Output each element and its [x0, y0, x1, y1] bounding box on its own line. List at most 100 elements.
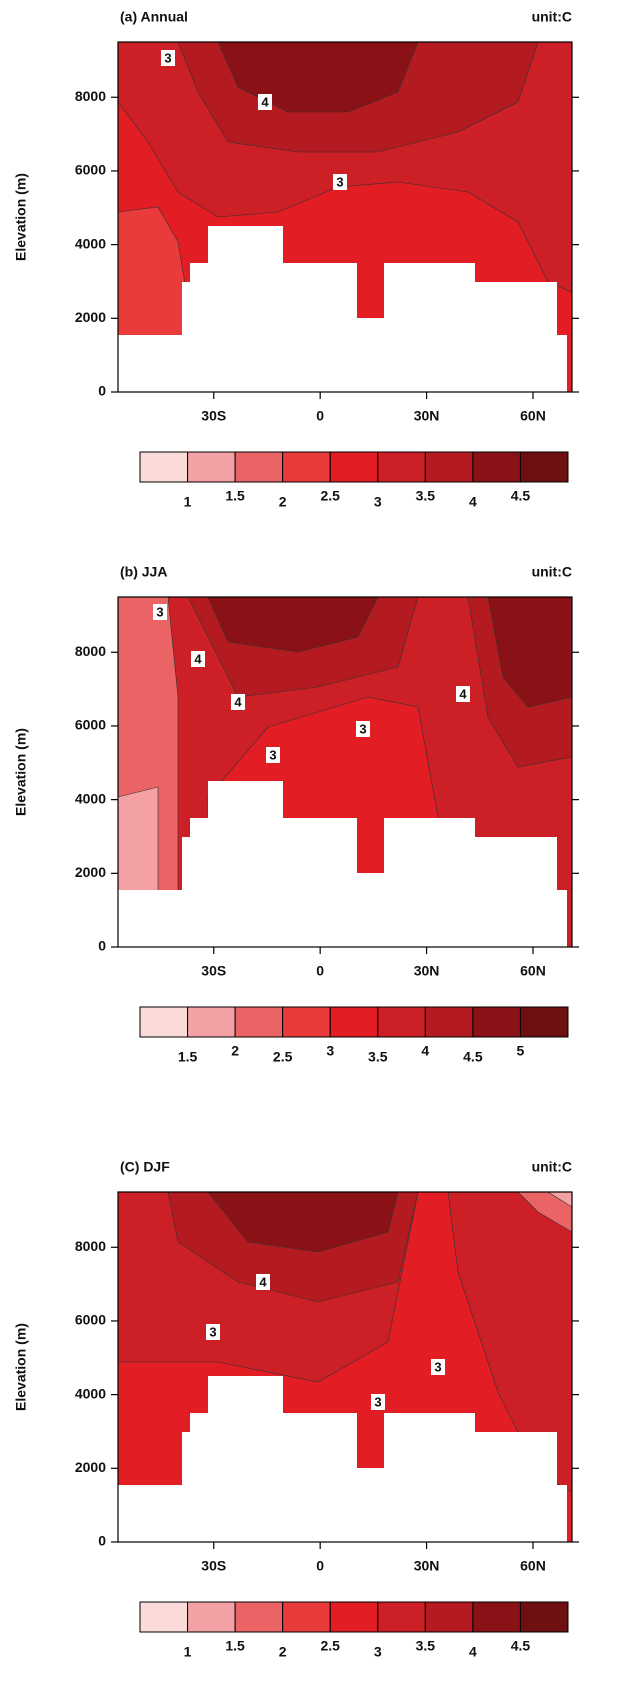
panel-title: (b) JJA	[120, 564, 167, 580]
colorbar-label: 2	[231, 1043, 239, 1059]
y-tick-label: 8000	[75, 643, 106, 659]
colorbar-box	[329, 451, 379, 483]
contour-label: 4	[194, 651, 202, 666]
y-tick-label: 4000	[75, 235, 106, 251]
x-tick-label: 30S	[201, 408, 226, 424]
x-tick-label: 0	[316, 1558, 324, 1574]
contour-label: 3	[374, 1394, 381, 1409]
y-tick-label: 8000	[75, 88, 106, 104]
y-tick-label: 4000	[75, 790, 106, 806]
y-tick-label: 2000	[75, 864, 106, 880]
y-tick-label: 0	[98, 938, 106, 954]
contour-label-box	[356, 721, 370, 737]
plot-frame	[117, 1191, 573, 1543]
contour-label-box	[153, 604, 167, 620]
colorbar-box	[234, 451, 284, 483]
colorbar-box	[187, 1006, 236, 1038]
x-tick-label: 0	[316, 963, 324, 979]
colorbar-label: 3.5	[368, 1049, 388, 1065]
colorbar-label: 2	[279, 494, 287, 510]
colorbar-label: 1	[184, 494, 192, 510]
colorbar-box	[282, 1601, 331, 1633]
contour-label-box	[333, 174, 347, 190]
x-tick-label: 30N	[414, 963, 440, 979]
contour-label: 3	[434, 1359, 441, 1374]
colorbar-label: 3	[374, 1644, 382, 1660]
colorbar-label: 2	[279, 1644, 287, 1660]
colorbar-box	[234, 1006, 284, 1038]
y-axis-label: Elevation (m)	[13, 1323, 29, 1411]
panel-title: (a) Annual	[120, 9, 188, 25]
colorbar-box	[187, 451, 236, 483]
colorbar-box	[329, 1601, 379, 1633]
contour-label: 3	[269, 747, 276, 762]
colorbar-label: 4	[469, 494, 477, 510]
colorbar-label: 2.5	[320, 488, 340, 504]
x-tick-label: 30S	[201, 1558, 226, 1574]
y-tick-label: 0	[98, 1533, 106, 1549]
contour-label: 4	[459, 686, 467, 701]
colorbar-box	[139, 1006, 189, 1038]
colorbar-box	[139, 451, 189, 483]
colorbar-label: 3	[374, 494, 382, 510]
y-tick-label: 6000	[75, 1312, 106, 1328]
unit-label: unit:C	[532, 564, 572, 580]
colorbar-label: 4	[469, 1644, 477, 1660]
colorbar-box	[377, 1006, 426, 1038]
colorbar-box	[472, 451, 521, 483]
colorbar-box	[187, 1601, 236, 1633]
y-axis-label: Elevation (m)	[13, 728, 29, 816]
contour-label: 3	[156, 604, 163, 619]
colorbar-box	[139, 1601, 189, 1633]
colorbar-box	[424, 1006, 474, 1038]
colorbar-label: 3	[326, 1043, 334, 1059]
y-tick-label: 2000	[75, 1459, 106, 1475]
topography-mask	[118, 1376, 567, 1542]
colorbar-box	[472, 1006, 521, 1038]
plot-area: 3 4 3	[117, 41, 573, 393]
x-tick-label: 60N	[520, 963, 546, 979]
colorbar-label: 3.5	[416, 1638, 436, 1654]
x-tick-label: 60N	[520, 408, 546, 424]
colorbar-box	[519, 451, 569, 483]
x-tick-label: 60N	[520, 1558, 546, 1574]
colorbar-label: 1.5	[178, 1049, 198, 1065]
topography-mask	[118, 226, 567, 392]
contour-label-box	[161, 50, 175, 66]
colorbar-label: 4.5	[463, 1049, 483, 1065]
y-tick-label: 2000	[75, 309, 106, 325]
colorbar-box	[424, 1601, 474, 1633]
x-tick-label: 30N	[414, 408, 440, 424]
colorbar-label: 4.5	[511, 1638, 531, 1654]
colorbar-label: 1.5	[225, 488, 245, 504]
contour-label-box	[231, 694, 245, 710]
colorbar-box	[377, 451, 426, 483]
plot-frame	[117, 596, 573, 948]
colorbar-box	[282, 451, 331, 483]
unit-label: unit:C	[532, 1159, 572, 1175]
colorbar-label: 2.5	[320, 1638, 340, 1654]
colorbar-box	[377, 1601, 426, 1633]
contour-label-box	[456, 686, 470, 702]
colorbar-label: 4.5	[511, 488, 531, 504]
topography-mask	[118, 781, 567, 947]
contour-label-box	[206, 1324, 220, 1340]
y-tick-label: 8000	[75, 1238, 106, 1254]
unit-label: unit:C	[532, 9, 572, 25]
colorbar-label: 3.5	[416, 488, 436, 504]
contour-label: 4	[234, 694, 242, 709]
x-tick-label: 30N	[414, 1558, 440, 1574]
y-tick-label: 6000	[75, 717, 106, 733]
contour-label: 3	[359, 721, 366, 736]
contour-label-box	[258, 94, 272, 110]
y-tick-label: 0	[98, 383, 106, 399]
colorbar-box	[329, 1006, 379, 1038]
contour-label: 3	[336, 174, 343, 189]
colorbar-box	[234, 1601, 284, 1633]
contour-label-box	[256, 1274, 270, 1290]
colorbar-box	[282, 1006, 331, 1038]
contour-label: 4	[261, 94, 269, 109]
contour-label-box	[371, 1394, 385, 1410]
colorbar-label: 4	[421, 1043, 429, 1059]
